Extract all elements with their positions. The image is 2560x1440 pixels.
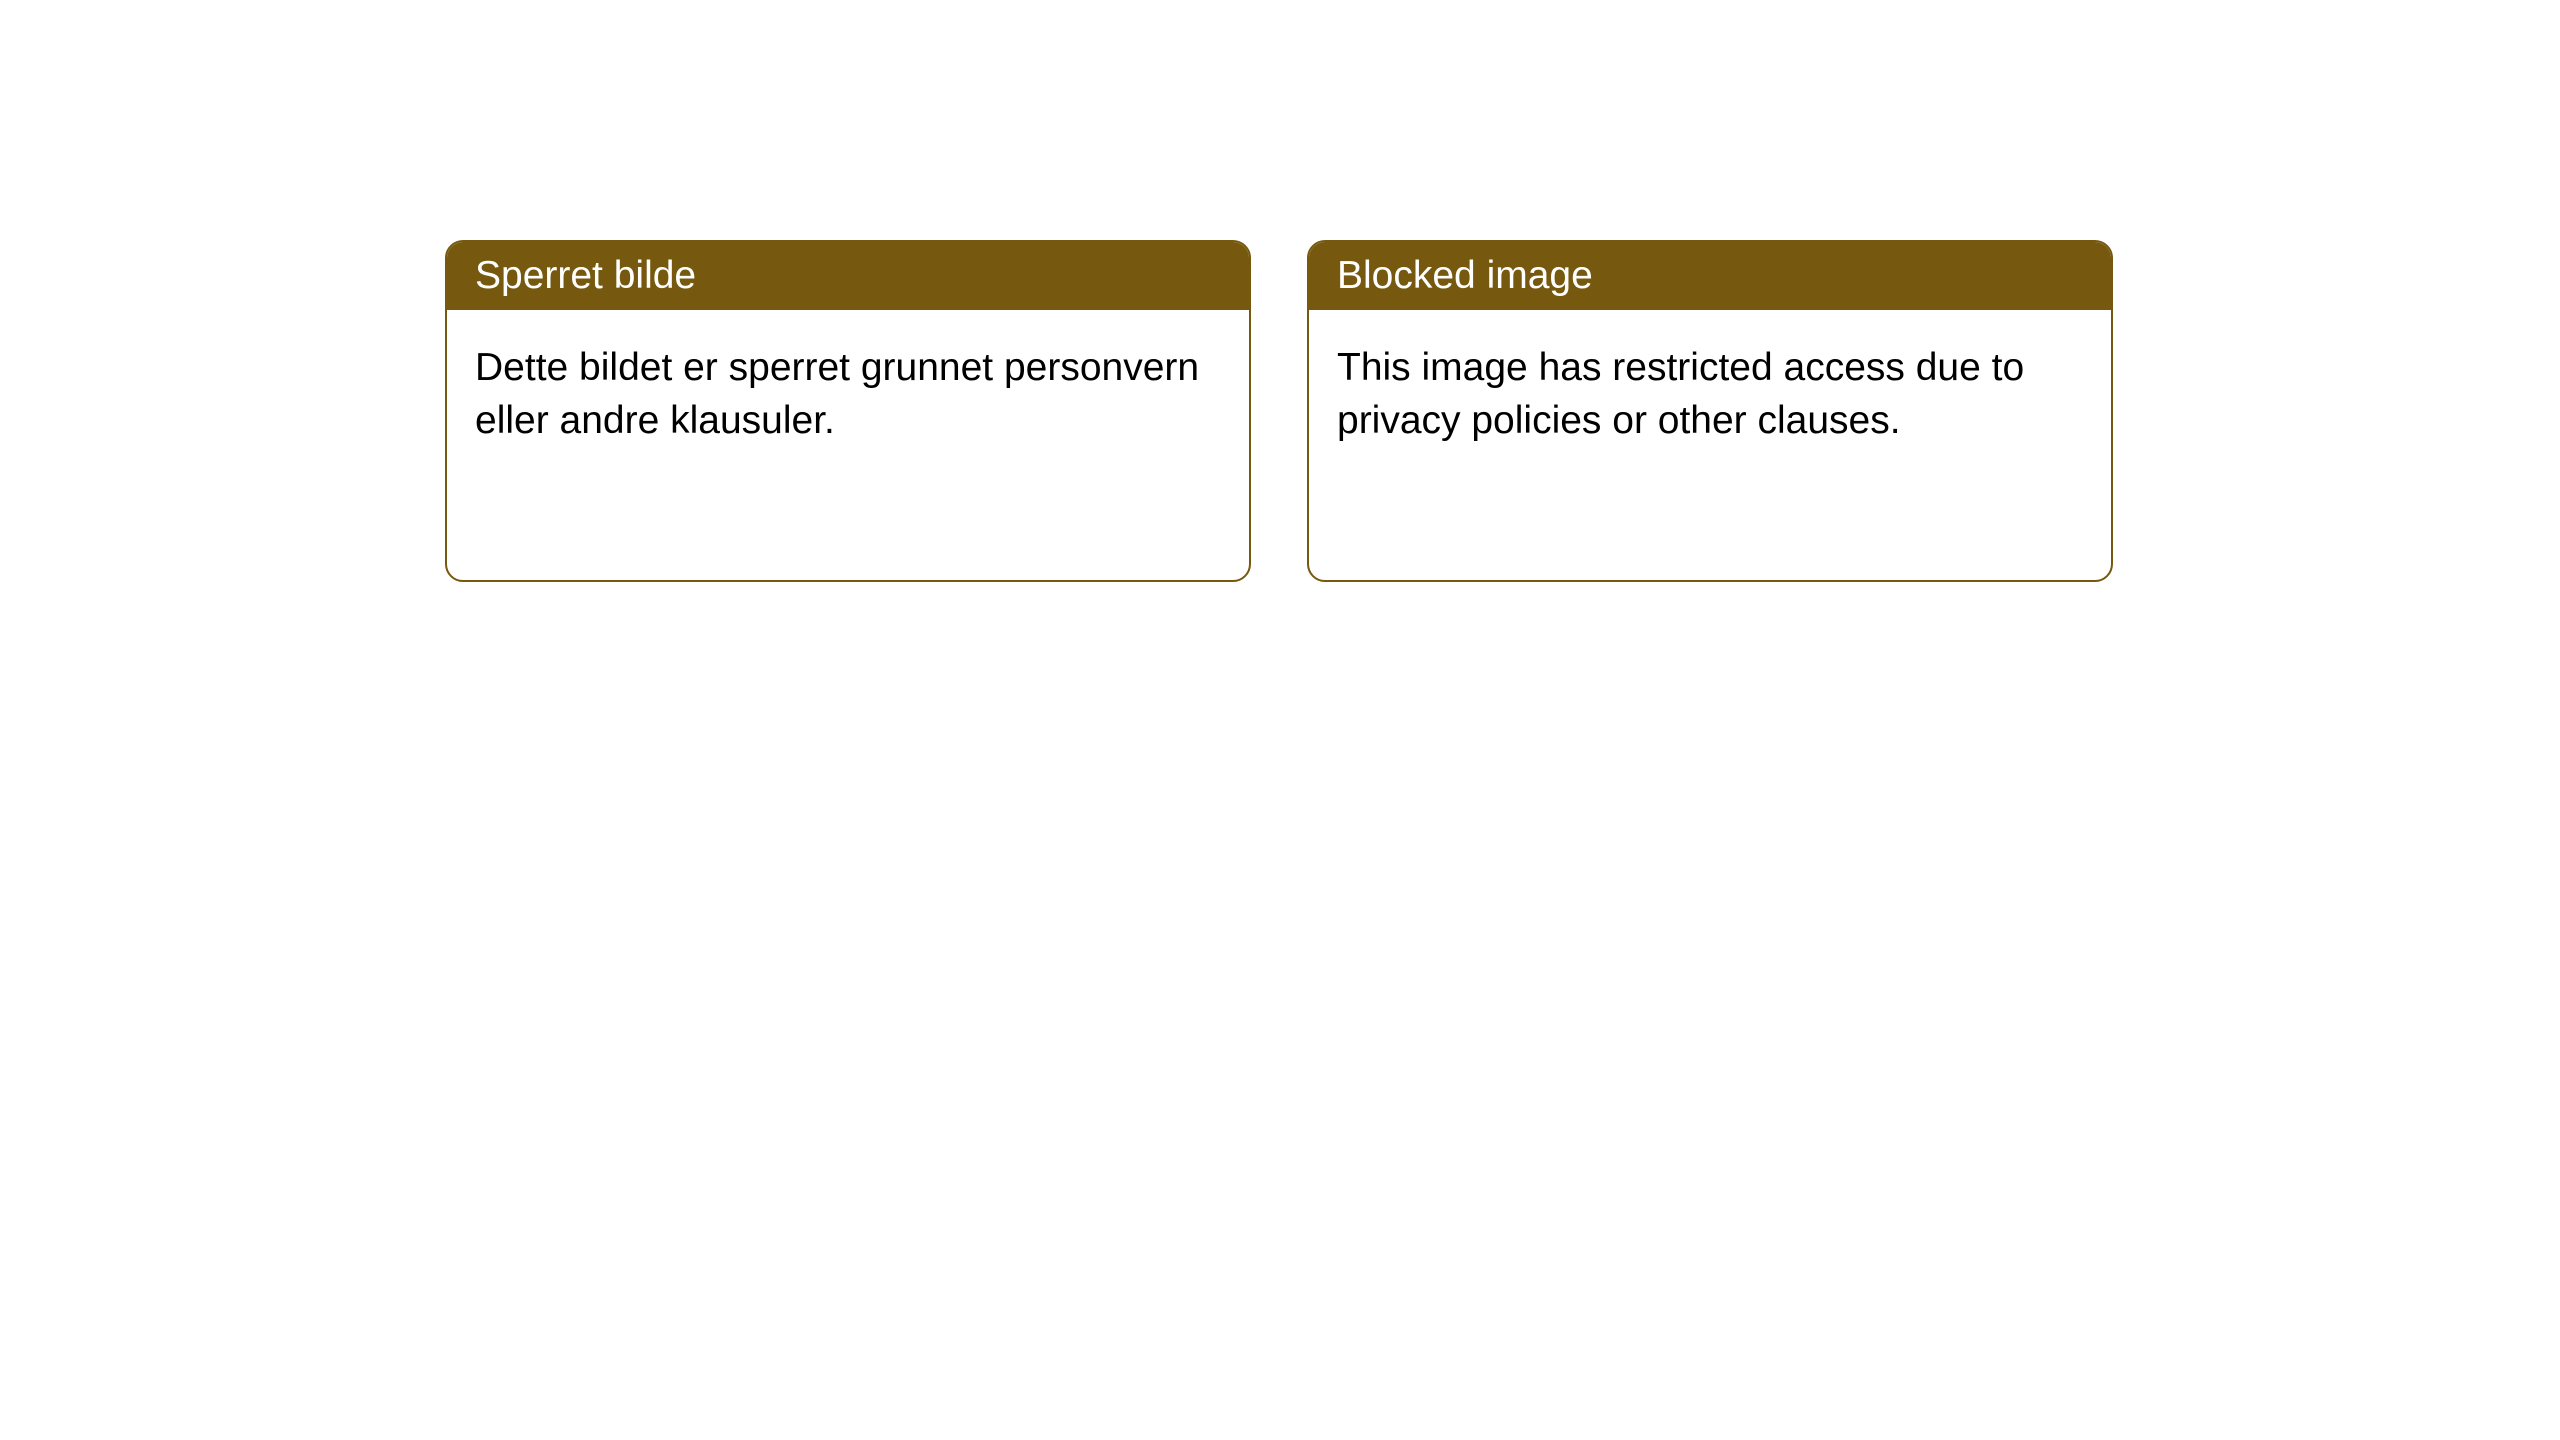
blocked-image-card-english: Blocked image This image has restricted … bbox=[1307, 240, 2113, 582]
card-header-english: Blocked image bbox=[1309, 242, 2111, 310]
notice-container: Sperret bilde Dette bildet er sperret gr… bbox=[0, 0, 2560, 582]
card-header-norwegian: Sperret bilde bbox=[447, 242, 1249, 310]
card-body-english: This image has restricted access due to … bbox=[1309, 310, 2111, 580]
blocked-image-card-norwegian: Sperret bilde Dette bildet er sperret gr… bbox=[445, 240, 1251, 582]
card-body-norwegian: Dette bildet er sperret grunnet personve… bbox=[447, 310, 1249, 580]
